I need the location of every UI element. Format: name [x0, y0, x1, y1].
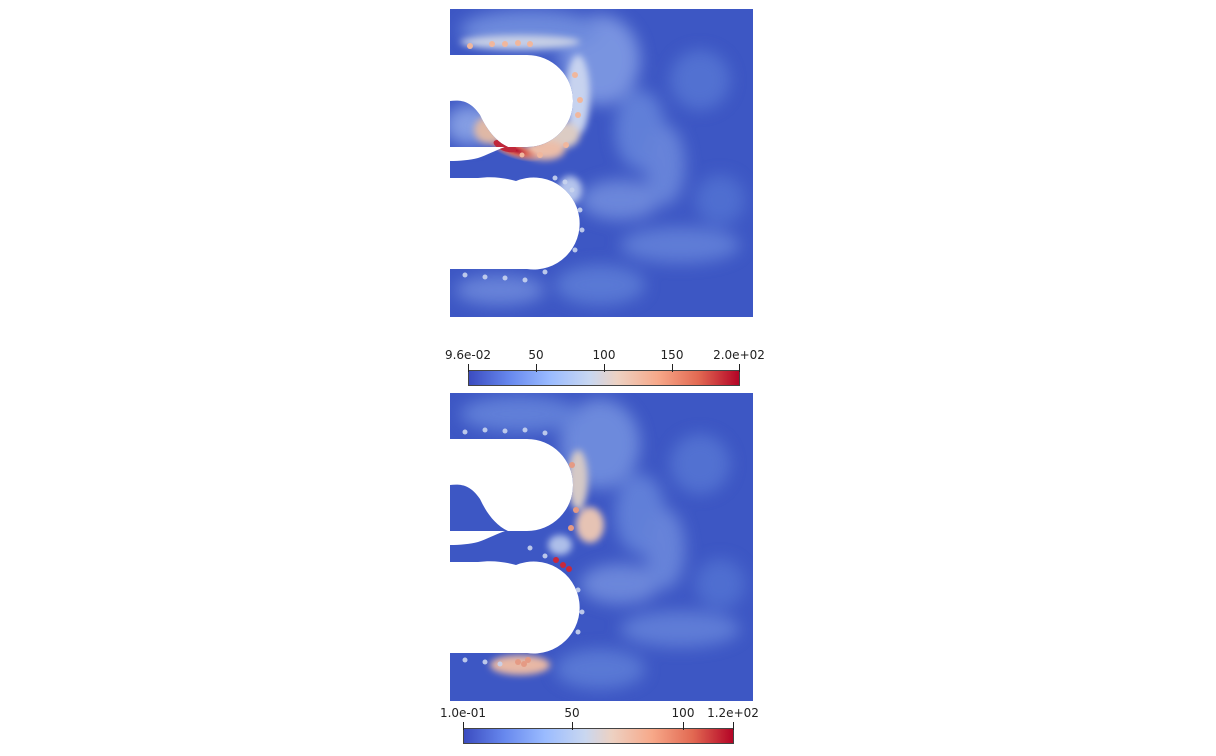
colorbar-tick [468, 364, 469, 372]
colorbar-tick [604, 364, 605, 372]
stress-field-top [450, 9, 753, 317]
colorbar-tick [733, 722, 734, 730]
colorbar-tick-label: 50 [528, 348, 544, 362]
colorbar-tick-label: 1.2e+02 [707, 706, 759, 720]
colorbar-tick-label: 9.6e-02 [444, 348, 492, 362]
colorbar-tick-label: 100 [592, 348, 616, 362]
colorbar-tick-label: 100 [671, 706, 695, 720]
colorbar-gradient [463, 728, 734, 744]
colorbar-tick-label: 150 [660, 348, 684, 362]
colorbar-tick [739, 364, 740, 372]
colorbar-tick [536, 364, 537, 372]
stress-field-bottom [450, 393, 753, 701]
colorbar-tick [672, 364, 673, 372]
colorbar-tick [683, 722, 684, 730]
colorbar-tick-label: 2.0e+02 [713, 348, 765, 362]
colorbar-tick-label: 1.0e-01 [439, 706, 487, 720]
colorbar-tick [572, 722, 573, 730]
colorbar-tick [463, 722, 464, 730]
colorbar-tick-label: 50 [564, 706, 580, 720]
colorbar-gradient [468, 370, 740, 386]
